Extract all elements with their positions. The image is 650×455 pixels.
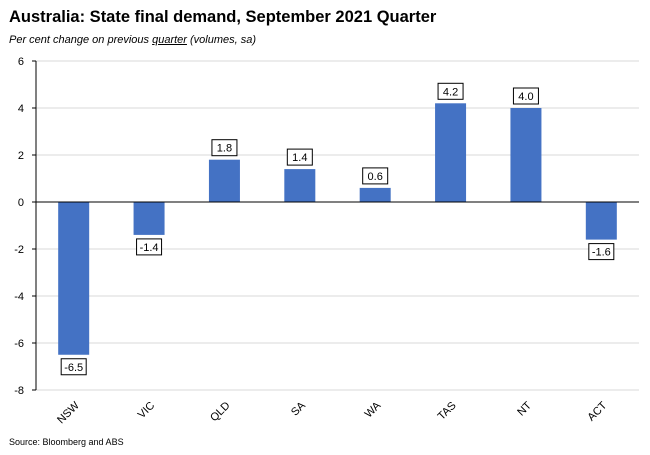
y-tick-label: -4 <box>14 291 24 303</box>
chart-subtitle: Per cent change on previous quarter (vol… <box>9 34 256 46</box>
subtitle-underlined: quarter <box>152 34 187 46</box>
data-label: 0.6 <box>368 171 383 183</box>
data-label: 4.2 <box>443 86 458 98</box>
y-tick-label: 6 <box>18 56 24 68</box>
y-tick-labels: 6 4 2 0 -2 -4 -6 -8 <box>14 56 24 397</box>
x-tick-label: QLD <box>208 400 233 425</box>
data-label: 1.4 <box>292 152 307 164</box>
subtitle-prefix: Per cent change on previous <box>9 34 153 46</box>
bar <box>58 202 90 355</box>
x-tick-label: NSW <box>55 399 82 426</box>
data-label-box <box>588 243 615 261</box>
x-tick-label: NT <box>515 399 534 418</box>
source-note: Source: Bloomberg and ABS <box>9 437 124 447</box>
x-tick-label: WA <box>363 399 384 420</box>
bars <box>58 103 617 355</box>
data-labels: -6.5 -1.4 1.8 1.4 0.6 4.2 4.0 -1.6 <box>60 82 615 376</box>
bar <box>585 202 617 240</box>
bar <box>284 169 316 202</box>
x-tick-label: ACT <box>585 399 609 423</box>
data-label-box <box>512 87 539 105</box>
gridlines <box>36 60 639 391</box>
y-tick-label: -6 <box>14 338 24 350</box>
data-label: 4.0 <box>518 91 533 103</box>
bar <box>133 202 165 235</box>
x-tick-label: VIC <box>136 400 157 421</box>
data-label-box <box>437 82 464 100</box>
bar <box>510 108 542 202</box>
bar <box>359 187 391 202</box>
axes <box>32 60 639 391</box>
data-label: -6.5 <box>64 362 83 374</box>
data-label-box <box>286 148 313 166</box>
y-tick-label: 4 <box>18 103 24 115</box>
y-tick-label: 2 <box>18 150 24 162</box>
bar <box>435 103 467 202</box>
data-label: -1.4 <box>140 242 159 254</box>
data-label-box <box>136 238 163 256</box>
data-label-box <box>60 358 87 376</box>
x-tick-label: TAS <box>436 400 459 423</box>
bar <box>208 159 240 202</box>
data-label-box <box>362 167 389 185</box>
chart-title: Australia: State final demand, September… <box>9 8 437 26</box>
data-label-box <box>211 139 238 157</box>
y-tick-label: -2 <box>14 244 24 256</box>
data-label: 1.8 <box>217 143 232 155</box>
y-tick-label: -8 <box>14 385 24 397</box>
y-tick-label: 0 <box>18 197 24 209</box>
data-label: -1.6 <box>592 247 611 259</box>
subtitle-suffix: (volumes, sa) <box>186 34 257 46</box>
x-tick-labels: NSW VIC QLD SA WA TAS NT ACT <box>55 399 609 426</box>
x-tick-label: SA <box>289 399 308 418</box>
